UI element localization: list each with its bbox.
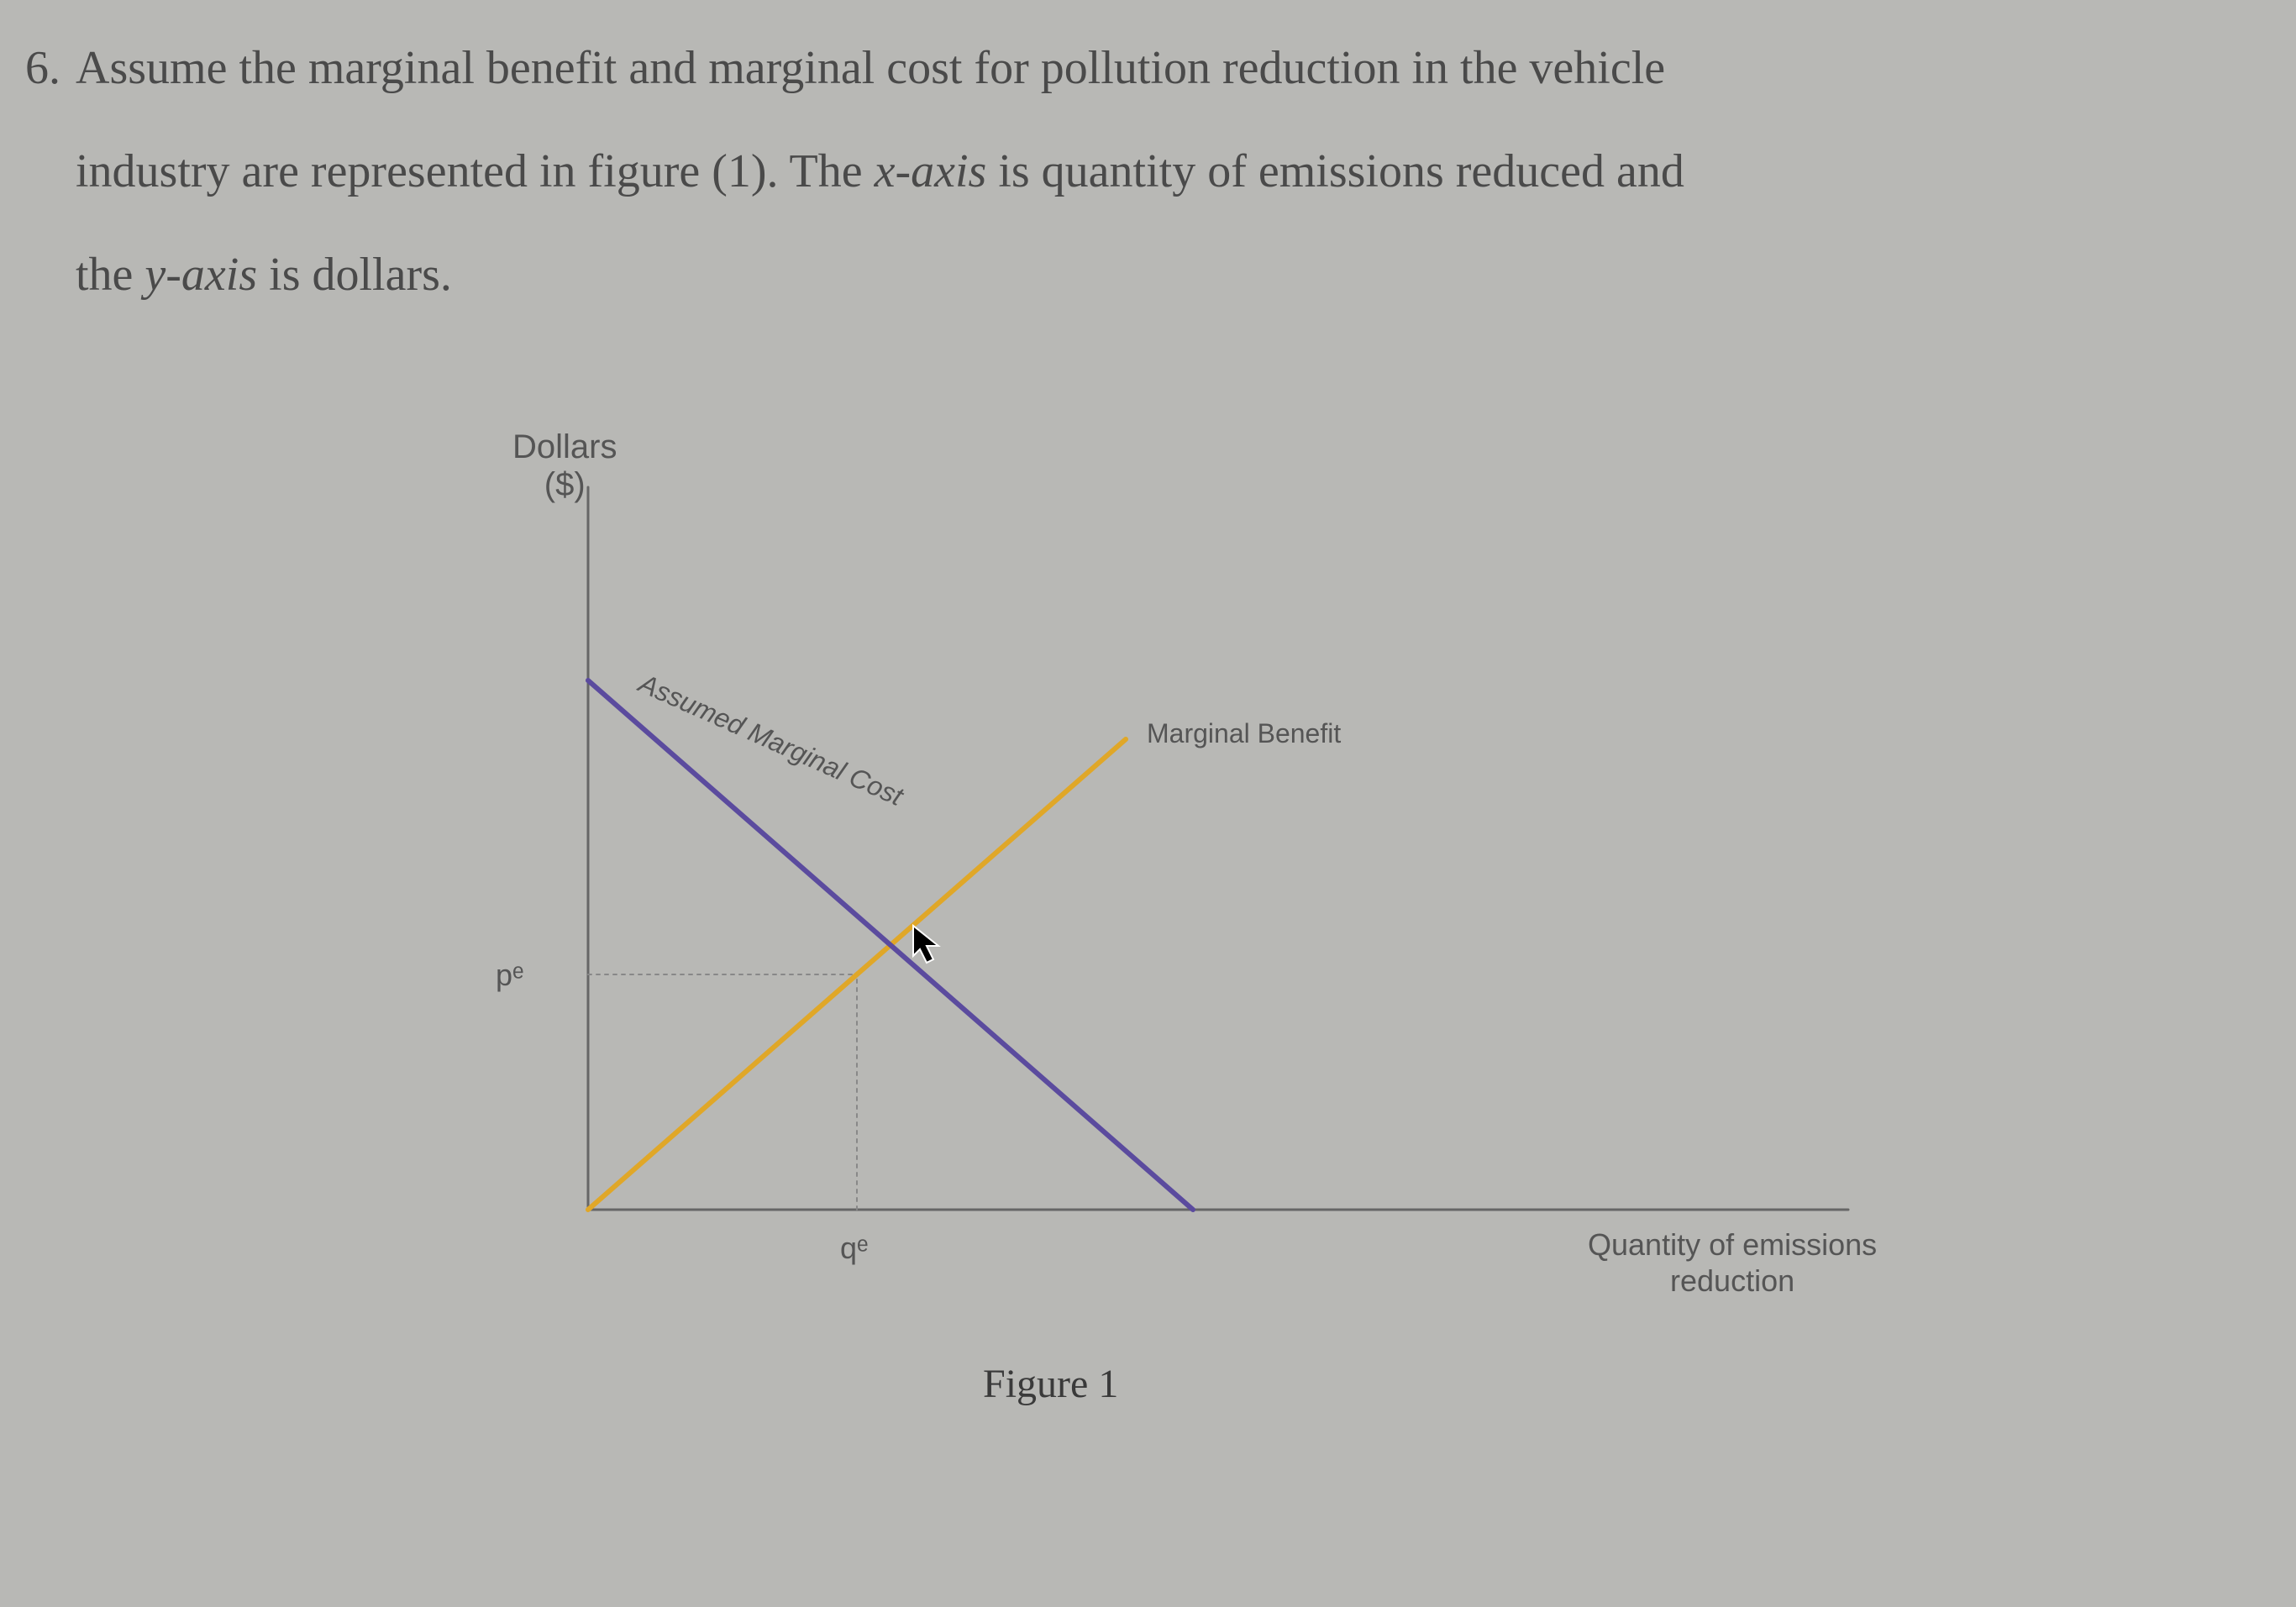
pe-tick-label: pᵉ	[496, 958, 523, 993]
q-line3b: is dollars.	[257, 249, 452, 301]
q-line3a: the	[76, 249, 144, 301]
q-line3-italic: y-axis	[144, 249, 257, 301]
y-axis-label-top: Dollars	[512, 428, 617, 466]
q-line2a: industry are represented in figure (1). …	[76, 145, 875, 197]
x-axis-label-top: Quantity of emissions	[1588, 1226, 1877, 1263]
marginal-benefit-label: Marginal Benefit	[1147, 718, 1341, 749]
x-axis-label-bottom: reduction	[1588, 1263, 1877, 1299]
q-line2-italic: x-axis	[875, 145, 987, 197]
qe-tick-label: qᵉ	[840, 1231, 868, 1266]
y-axis-label-bottom: ($)	[512, 466, 617, 504]
chart-figure: Dollars ($) pᵉ qᵉ Assumed Marginal Cost …	[336, 437, 1932, 1445]
figure-caption: Figure 1	[983, 1361, 1118, 1407]
question-text: 6.Assume the marginal benefit and margin…	[25, 17, 2246, 328]
y-axis-label: Dollars ($)	[512, 428, 617, 504]
q-line1: Assume the marginal benefit and marginal…	[76, 42, 1665, 94]
q-line2b: is quantity of emissions reduced and	[986, 145, 1684, 197]
question-number: 6.	[25, 17, 76, 120]
x-axis-label: Quantity of emissions reduction	[1588, 1226, 1877, 1299]
